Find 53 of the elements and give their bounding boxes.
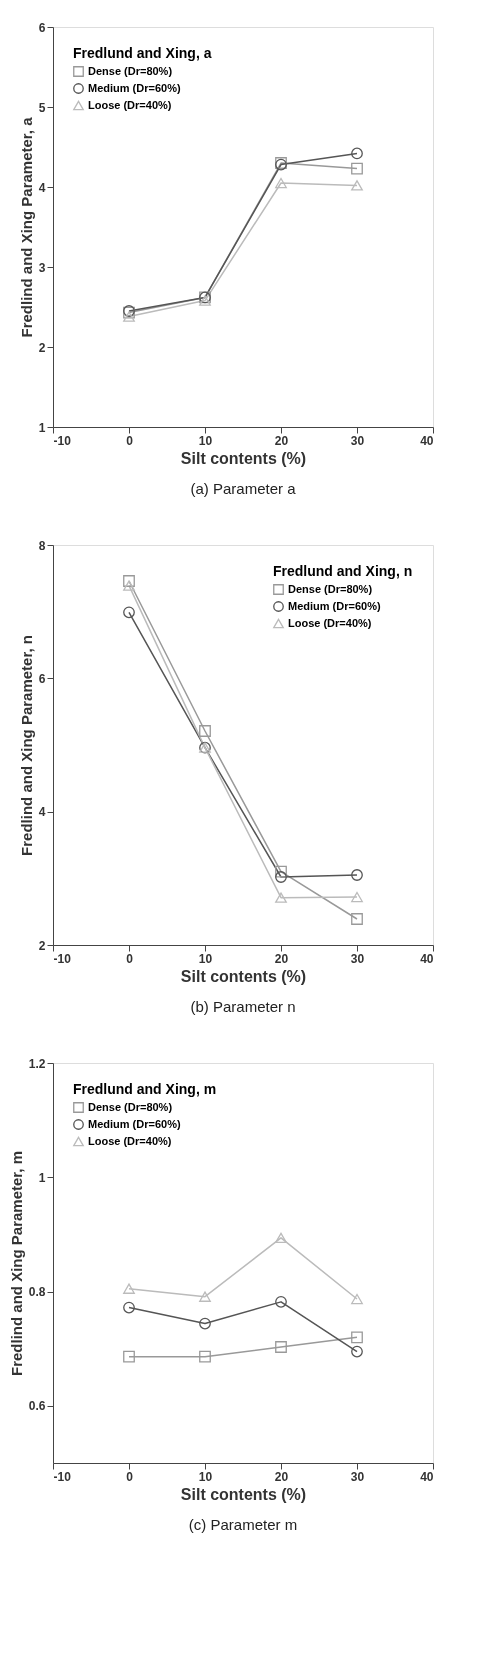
x-tick-label: 40 xyxy=(420,433,434,448)
y-tick-label: 3 xyxy=(38,260,46,275)
x-tick-label: -10 xyxy=(53,1469,72,1484)
y-tick-label: 2 xyxy=(38,938,46,953)
legend-label: Loose (Dr=40%) xyxy=(288,616,372,629)
x-axis-title: Silt contents (%) xyxy=(180,449,307,467)
x-tick-label: 10 xyxy=(198,951,213,966)
x-tick-label: 40 xyxy=(420,951,434,966)
legend-title: Fredlund and Xing, n xyxy=(273,563,413,579)
x-tick-label: 40 xyxy=(420,1469,434,1484)
y-tick-label: 1 xyxy=(38,420,46,435)
y-axis-title: Fredlind and Xing Parameter, a xyxy=(17,116,35,338)
legend-title: Fredlund and Xing, a xyxy=(73,45,212,61)
x-axis-title: Silt contents (%) xyxy=(180,967,307,985)
legend-label: Medium (Dr=60%) xyxy=(88,81,181,94)
y-tick-label: 6 xyxy=(38,671,46,686)
y-tick-label: 0.6 xyxy=(28,1399,46,1414)
y-tick-label: 4 xyxy=(38,180,46,195)
x-tick-label: -10 xyxy=(53,433,72,448)
x-tick-label: 30 xyxy=(350,951,365,966)
y-tick-label: 2 xyxy=(38,340,46,355)
legend-label: Loose (Dr=40%) xyxy=(88,1134,172,1147)
x-tick-label: 0 xyxy=(126,1469,134,1484)
y-tick-label: 5 xyxy=(38,100,46,115)
y-axis-title: Fredlind and Xing Parameter, n xyxy=(17,635,35,856)
x-tick-label: 10 xyxy=(198,1469,213,1484)
x-tick-label: 20 xyxy=(274,433,289,448)
x-tick-label: 10 xyxy=(198,433,213,448)
y-tick-label: 4 xyxy=(38,805,46,820)
text: (a) Parameter a xyxy=(190,480,297,497)
x-tick-label: 20 xyxy=(274,1469,289,1484)
legend-label: Dense (Dr=80%) xyxy=(288,582,373,595)
y-tick-label: 1.2 xyxy=(28,1056,46,1071)
x-tick-label: -10 xyxy=(53,951,72,966)
y-axis-title: Fredlind and Xing Parameter, m xyxy=(7,1150,25,1377)
x-axis-title: Silt contents (%) xyxy=(180,1485,307,1503)
y-tick-label: 8 xyxy=(38,538,46,553)
x-tick-label: 30 xyxy=(350,1469,365,1484)
legend-label: Dense (Dr=80%) xyxy=(88,64,173,77)
legend-label: Loose (Dr=40%) xyxy=(88,98,172,111)
legend-title: Fredlund and Xing, m xyxy=(73,1081,217,1097)
legend-label: Medium (Dr=60%) xyxy=(288,599,381,612)
text: (c) Parameter m xyxy=(188,1516,298,1533)
legend-label: Medium (Dr=60%) xyxy=(88,1117,181,1130)
x-tick-label: 0 xyxy=(126,433,134,448)
y-tick-label: 6 xyxy=(38,20,46,35)
x-tick-label: 20 xyxy=(274,951,289,966)
legend-label: Dense (Dr=80%) xyxy=(88,1100,173,1113)
x-tick-label: 0 xyxy=(126,951,134,966)
y-tick-label: 0.8 xyxy=(28,1285,46,1300)
x-tick-label: 30 xyxy=(350,433,365,448)
y-tick-label: 1 xyxy=(38,1170,46,1185)
text: (b) Parameter n xyxy=(190,998,296,1015)
